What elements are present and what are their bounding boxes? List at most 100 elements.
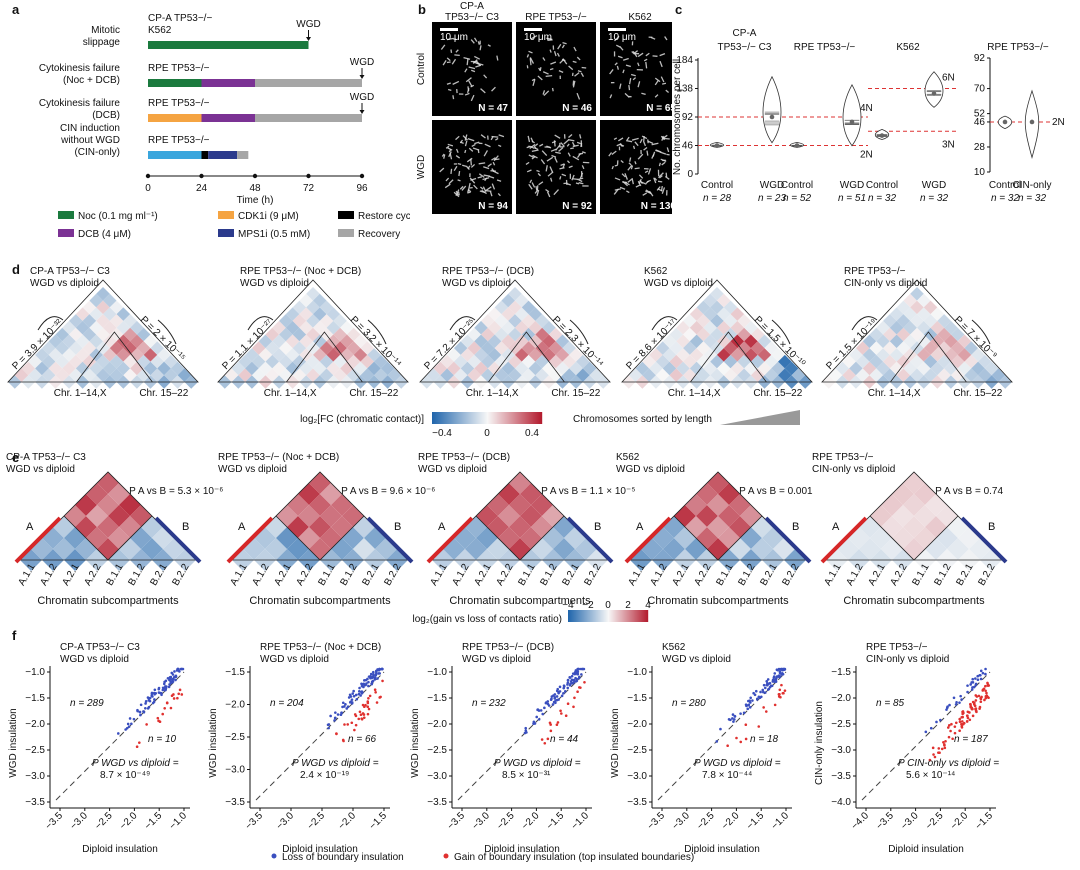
chromosome [538,181,544,186]
gain-point [983,698,986,702]
scale-bar [608,28,626,31]
contact-cell [130,348,144,362]
contact-cell [548,368,563,382]
wgd-arrowhead [359,75,365,79]
contact-cell [130,361,144,376]
loss-point [976,674,979,678]
gain-point [735,736,738,740]
e-colorbar-segment [613,610,615,622]
chromosome [619,186,626,190]
loss-point [327,726,330,730]
e-colorbar-segment [641,610,643,622]
chr-label: Chr. 15–22 [139,388,188,399]
sub-map-title: RPE TP53−/− [812,452,874,463]
e-colorbar-segment [630,610,632,622]
sub-map-title: K562 [616,452,640,463]
loss-point [363,679,366,682]
chromosome [526,146,530,149]
gain-point [985,691,988,695]
gain-point [778,692,781,696]
loss-point [162,682,166,686]
violin [924,71,944,108]
colorbar-label: log₂[FC (chromatic contact)] [300,414,424,425]
contact-cell [292,368,307,382]
chromosome [567,152,571,157]
n-gain-label: n = 18 [750,734,779,745]
loss-point [549,698,553,701]
contact-cell [737,327,751,342]
colorbar-segment [482,412,484,424]
gain-point [973,701,976,704]
chromosome [546,145,552,149]
colorbar-segment [468,412,470,424]
contact-cell [950,341,965,355]
gain-point [350,721,354,725]
loss-point [170,671,174,675]
contact-cell [508,300,522,315]
chromosome [467,191,471,194]
contact-cell [957,361,972,376]
contact-cell [306,341,320,355]
chromosome [457,191,460,196]
colorbar-segment [489,412,491,424]
chromosome [615,44,621,48]
scatter-subtitle: WGD vs diploid [662,654,731,665]
colorbar-segment [436,412,438,424]
loss-point [733,714,737,718]
gain-point [744,737,748,741]
loss-point [562,692,565,695]
chromosome [647,140,654,144]
chromosome [559,142,561,147]
chromosome [458,170,461,177]
right-y-tick-label: 92 [974,53,986,64]
chromosome [469,173,471,178]
ab-block-outline [869,515,959,561]
contact-cell [272,361,286,376]
loss-point [340,711,343,715]
loss-point [945,708,948,711]
contact-cell [883,354,897,369]
chromosome [664,175,670,180]
chromosome [453,191,460,198]
chromosome [610,81,615,84]
contact-cell [306,354,320,369]
chromosome [455,155,461,159]
legend-swatch [58,229,74,237]
contact-cell [360,341,375,355]
scatter-y-tick-label: −2.0 [627,719,647,730]
legend-label: Recovery [358,229,400,240]
contact-cell [689,334,704,349]
contact-cell [313,334,327,349]
chromosome [631,51,635,55]
loss-point [153,688,157,692]
contact-cell [696,354,711,369]
colorbar-segment [452,412,454,424]
contact-cell [771,361,785,376]
chromosome [639,179,643,185]
timeline-bar [208,151,238,159]
p-value-line-1: P WGD vs diploid = [694,758,781,769]
colorbar-segment [458,412,460,424]
e-colorbar-segment [614,610,616,622]
right-y-tick-label: 70 [974,84,986,95]
contact-cell [655,341,670,355]
contact-cell [937,341,951,355]
contact-cell [628,368,643,382]
e-colorbar-segment [589,610,591,622]
chromosome [464,134,468,141]
contact-cell [710,354,724,369]
chromosome [625,64,631,68]
contact-cell [703,320,717,335]
scale-bar [524,28,542,31]
contact-cell [143,334,158,349]
curved-arrow-left [37,316,64,331]
p-a-vs-b: P A vs B = 0.74 [935,486,1003,497]
contact-cell [917,293,931,308]
chromosome [470,94,475,102]
contact-cell [696,300,711,315]
scatter-y-tick-label: −1.0 [627,667,647,678]
loss-point [753,693,757,697]
contact-cell [474,361,488,376]
loss-point [782,667,786,671]
chromosome [561,173,567,177]
